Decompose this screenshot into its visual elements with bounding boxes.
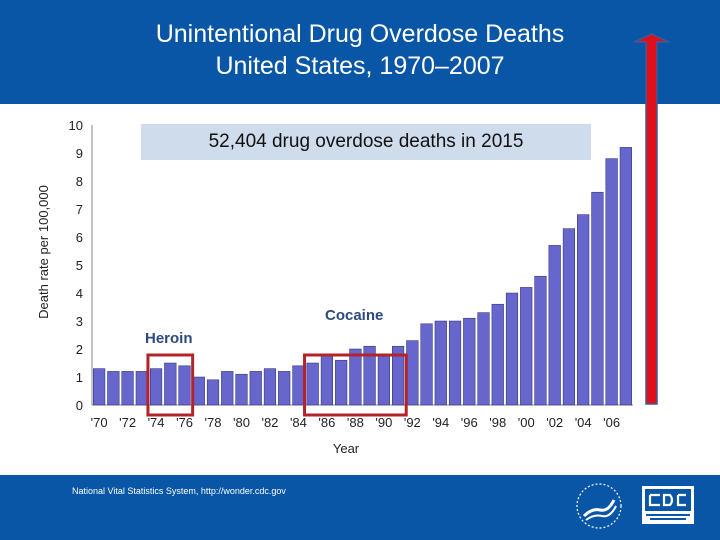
x-tick-label: '96 — [461, 415, 478, 430]
footer-bar — [0, 475, 720, 540]
header-bar — [0, 0, 720, 104]
highlight-box-heroin — [146, 353, 195, 417]
y-tick-label: 8 — [76, 174, 83, 189]
bar-1982 — [263, 368, 277, 406]
x-tick-label: '92 — [404, 415, 421, 430]
bar-2004 — [577, 214, 590, 406]
x-tick-label: '76 — [176, 415, 193, 430]
x-tick-label: '00 — [518, 415, 535, 430]
x-tick-label: '90 — [375, 415, 392, 430]
up-arrow-icon — [633, 33, 670, 405]
x-tick-label: '94 — [432, 415, 449, 430]
bar-1989 — [363, 345, 376, 406]
bar-1972 — [121, 371, 134, 406]
bar-1979 — [221, 371, 234, 406]
x-axis-title: Year — [333, 441, 360, 456]
y-tick-label: 4 — [76, 286, 83, 301]
bar-1992 — [406, 340, 419, 406]
callout-box: 52,404 drug overdose deaths in 2015 — [141, 124, 591, 160]
bar-1984 — [292, 365, 305, 406]
bar-1971 — [107, 371, 120, 406]
x-tick-label: '78 — [205, 415, 222, 430]
y-tick-label: 10 — [69, 118, 83, 133]
bar-1974 — [149, 368, 163, 406]
x-tick-label: '88 — [347, 415, 364, 430]
y-tick-label: 6 — [76, 230, 83, 245]
bar-2001 — [534, 275, 547, 406]
bar-1993 — [420, 323, 433, 406]
bar-1986 — [320, 354, 333, 406]
y-tick-label: 2 — [76, 342, 83, 357]
y-tick-label: 7 — [76, 202, 83, 217]
source-citation: National Vital Statistics System, http:/… — [72, 486, 286, 496]
bar-1973 — [135, 371, 148, 406]
y-tick-label: 9 — [76, 146, 83, 161]
bar-1983 — [278, 371, 291, 406]
annotation-heroin: Heroin — [145, 330, 193, 347]
bar-1991 — [392, 345, 405, 406]
bar-1995 — [448, 320, 462, 406]
highlight-box-cocaine — [303, 353, 408, 417]
bar-1998 — [491, 303, 504, 406]
bar-2006 — [605, 158, 618, 406]
bar-2002 — [548, 245, 561, 406]
bar-1999 — [505, 292, 519, 406]
bar-1975 — [164, 362, 177, 406]
bar-1997 — [477, 312, 490, 406]
x-tick-label: '98 — [489, 415, 506, 430]
x-tick-label: '80 — [233, 415, 250, 430]
title-line-1: Unintentional Drug Overdose Deaths — [155, 20, 565, 48]
bar-2007 — [619, 147, 632, 406]
y-axis-title: Death rate per 100,000 — [36, 185, 51, 319]
x-tick-label: '04 — [575, 415, 592, 430]
bar-1977 — [192, 376, 205, 406]
bar-1996 — [463, 317, 476, 406]
bar-1970 — [93, 368, 106, 406]
slide-title: Unintentional Drug Overdose Deaths Unite… — [0, 18, 720, 82]
bar-1980 — [235, 373, 248, 406]
bar-1976 — [178, 365, 191, 406]
bar-1978 — [206, 379, 220, 406]
bar-1990 — [377, 354, 390, 406]
bar-2005 — [591, 191, 604, 406]
annotation-cocaine: Cocaine — [325, 307, 384, 324]
bar-chart: 0 1 2 3 4 5 6 7 8 9 10 '70 '72 '74 '76 '78 '80 '82 '84 '86 '… — [36, 118, 633, 456]
title-line-2: United States, 1970–2007 — [215, 52, 505, 80]
bar-1985 — [306, 362, 319, 406]
y-tick-label: 0 — [76, 398, 83, 413]
y-tick-label: 3 — [76, 314, 83, 329]
x-tick-label: '02 — [546, 415, 563, 430]
x-tick-label: '74 — [148, 415, 165, 430]
x-tick-label: '82 — [261, 415, 278, 430]
x-tick-label: '72 — [119, 415, 136, 430]
bar-2000 — [520, 287, 533, 406]
bar-2003 — [562, 228, 576, 406]
x-tick-label: '70 — [91, 415, 108, 430]
hhs-seal-icon — [576, 483, 622, 529]
bar-1988 — [349, 348, 362, 406]
bar-1994 — [434, 320, 447, 406]
y-tick-label: 5 — [76, 258, 83, 273]
x-tick-label: '86 — [318, 415, 335, 430]
y-tick-label: 1 — [76, 370, 83, 385]
bar-1981 — [249, 371, 262, 406]
x-tick-label: '84 — [290, 415, 307, 430]
bar-1987 — [335, 359, 348, 406]
cdc-logo-icon — [642, 486, 694, 524]
x-tick-label: '06 — [603, 415, 620, 430]
